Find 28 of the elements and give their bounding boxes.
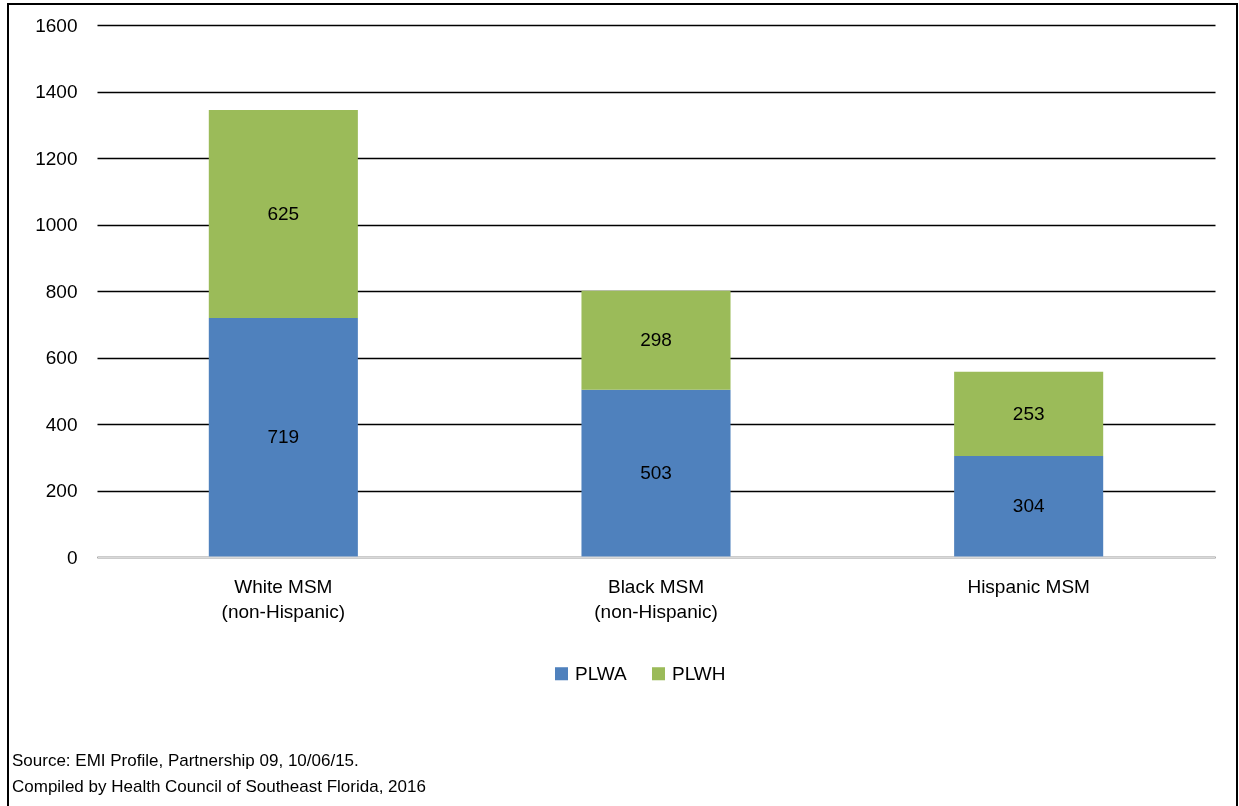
y-tick-label: 200 bbox=[45, 480, 78, 501]
x-tick-label: Hispanic MSM bbox=[967, 575, 1090, 597]
y-tick-label: 800 bbox=[45, 280, 78, 302]
data-label: 298 bbox=[640, 329, 672, 351]
data-label: 503 bbox=[640, 462, 672, 484]
data-label: 625 bbox=[267, 203, 300, 225]
y-tick-label: 600 bbox=[45, 347, 78, 368]
data-label: 253 bbox=[1012, 402, 1045, 424]
bar bbox=[954, 455, 1104, 557]
bar bbox=[581, 290, 731, 390]
bar bbox=[954, 371, 1104, 456]
legend-label: PLWA bbox=[575, 662, 628, 684]
y-tick-label: 1000 bbox=[35, 214, 78, 235]
y-tick-label: 1400 bbox=[35, 81, 78, 102]
x-tick-label: White MSM (non-Hispanic) bbox=[221, 575, 346, 622]
text: Compiled by Health Council of Southeast Florida, 2016 bbox=[12, 777, 426, 796]
legend-label: PLWH bbox=[672, 662, 726, 684]
y-tick-label: 0 bbox=[66, 546, 78, 568]
y-tick-label: 1200 bbox=[35, 147, 78, 169]
bar bbox=[208, 317, 358, 557]
bar bbox=[581, 389, 731, 557]
x-tick-label: Black MSM (non-Hispanic) bbox=[594, 575, 718, 622]
data-label: 304 bbox=[1012, 495, 1045, 517]
data-label: 719 bbox=[267, 426, 300, 448]
source-note: Source: EMI Profile, Partnership 09, 10/06/15. bbox=[12, 751, 359, 770]
bar bbox=[208, 110, 358, 318]
y-tick-label: 1600 bbox=[35, 14, 78, 36]
y-tick-label: 400 bbox=[45, 413, 78, 435]
